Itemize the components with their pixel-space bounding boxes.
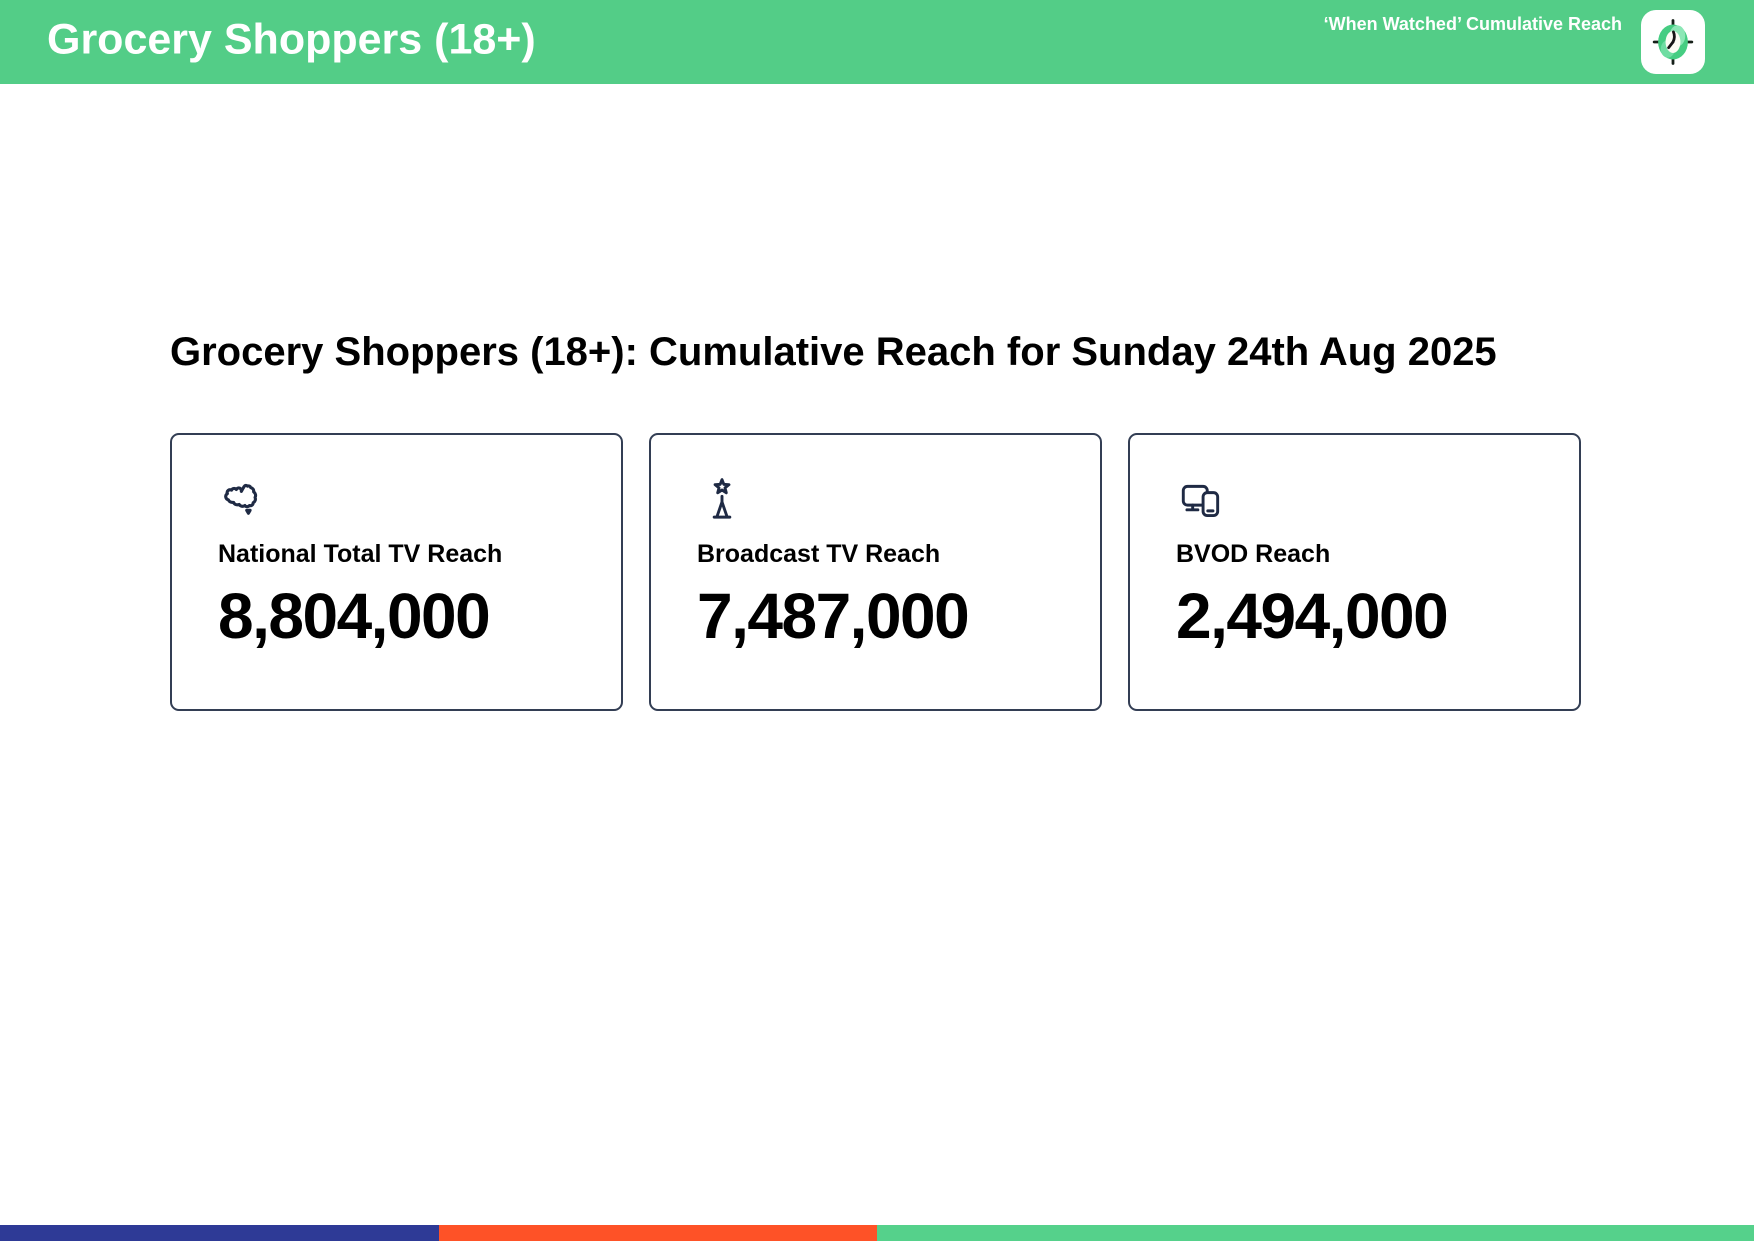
app-title: Grocery Shoppers (18+) xyxy=(47,15,536,64)
kpi-card-bvod-reach: BVOD Reach 2,494,000 xyxy=(1128,433,1581,711)
australia-map-icon xyxy=(224,483,258,515)
kpi-card-national-total-tv-reach: National Total TV Reach 8,804,000 xyxy=(170,433,623,711)
kpi-value: 8,804,000 xyxy=(218,580,491,652)
clock-logo xyxy=(1641,10,1705,74)
header-bar: Grocery Shoppers (18+) ‘When Watched’ Cu… xyxy=(0,0,1754,84)
footer-segment-blue xyxy=(0,1225,439,1241)
footer-segment-green xyxy=(877,1225,1754,1241)
broadcast-tower-icon xyxy=(712,478,732,519)
kpi-value: 2,494,000 xyxy=(1176,580,1449,652)
kpi-card-broadcast-tv-reach: Broadcast TV Reach 7,487,000 xyxy=(649,433,1102,711)
kpi-cards-row: National Total TV Reach 8,804,000 Broadc… xyxy=(170,433,1581,711)
kpi-label: Broadcast TV Reach xyxy=(697,540,941,568)
report-heading: Grocery Shoppers (18+): Cumulative Reach… xyxy=(170,330,1497,374)
header-subtitle: ‘When Watched’ Cumulative Reach xyxy=(1323,14,1622,34)
kpi-label: BVOD Reach xyxy=(1176,540,1331,568)
clock-icon xyxy=(1652,19,1694,65)
kpi-value: 7,487,000 xyxy=(697,580,970,652)
tv-and-phone-devices-icon xyxy=(1181,484,1220,517)
kpi-label: National Total TV Reach xyxy=(218,540,503,568)
footer-color-bar xyxy=(0,1225,1754,1241)
footer-segment-orange xyxy=(438,1225,877,1241)
